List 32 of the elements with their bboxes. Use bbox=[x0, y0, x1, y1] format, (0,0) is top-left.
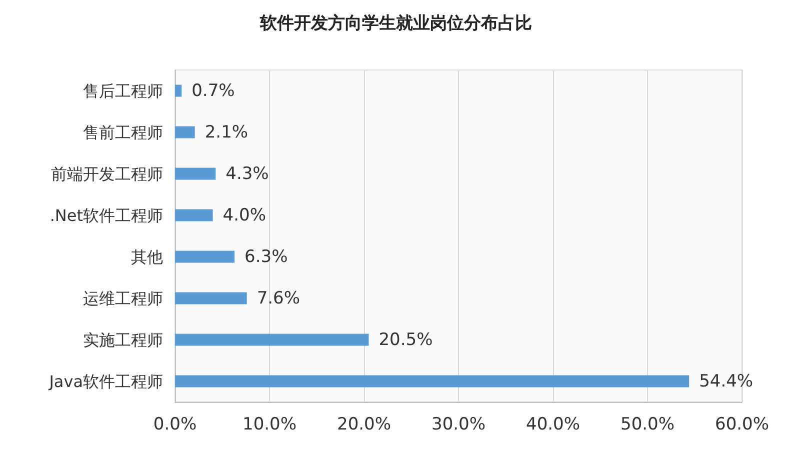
x-tick-label: 40.0% bbox=[526, 414, 580, 434]
data-label: 6.3% bbox=[244, 246, 288, 267]
y-tick-label: 售前工程师 bbox=[83, 122, 163, 142]
bar bbox=[175, 126, 195, 138]
bar bbox=[175, 375, 690, 388]
y-tick-label: .Net软件工程师 bbox=[50, 206, 163, 225]
x-tick-label: 20.0% bbox=[336, 414, 392, 434]
x-tick-label: 30.0% bbox=[431, 414, 486, 434]
y-tick-label: 前端开发工程师 bbox=[51, 164, 163, 184]
data-label: 54.4% bbox=[699, 371, 754, 392]
y-tick-label: 运维工程师 bbox=[83, 288, 163, 308]
data-label: 7.6% bbox=[256, 288, 300, 308]
y-tick-label: 其他 bbox=[131, 247, 163, 266]
data-label: 4.0% bbox=[222, 205, 266, 226]
data-label: 2.1% bbox=[204, 122, 248, 142]
chart-title: 软件开发方向学生就业岗位分布占比 bbox=[259, 14, 532, 34]
data-label: 4.3% bbox=[226, 164, 269, 184]
data-label: 0.7% bbox=[192, 80, 235, 101]
bar bbox=[175, 334, 369, 346]
y-tick-label: Java软件工程师 bbox=[48, 372, 163, 391]
bar bbox=[175, 292, 247, 304]
x-tick-label: 0.0% bbox=[153, 414, 197, 434]
y-tick-label: 售后工程师 bbox=[83, 81, 163, 100]
bar bbox=[175, 250, 235, 263]
x-tick-label: 10.0% bbox=[242, 414, 297, 434]
x-tick-label: 60.0% bbox=[714, 414, 770, 434]
bar bbox=[175, 84, 182, 97]
bar bbox=[175, 168, 216, 180]
y-tick-label: 实施工程师 bbox=[83, 330, 163, 350]
x-tick-label: 50.0% bbox=[620, 414, 675, 434]
data-label: 20.5% bbox=[378, 330, 433, 350]
bar bbox=[175, 209, 213, 222]
